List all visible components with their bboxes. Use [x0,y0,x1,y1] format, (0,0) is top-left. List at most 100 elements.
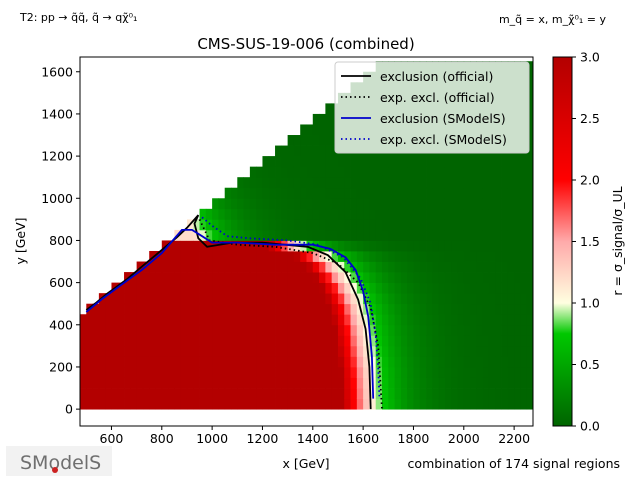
heatmap-cell [488,219,496,231]
heatmap-cell [356,219,364,231]
heatmap-cell [92,324,100,336]
heatmap-cell [438,293,446,305]
heatmap-cell [444,272,452,284]
heatmap-cell [344,219,351,231]
heatmap-cell [312,366,320,378]
heatmap-cell [287,398,295,410]
heatmap-cell [117,282,125,294]
heatmap-cell [243,388,251,399]
heatmap-cell [526,377,533,389]
heatmap-cell [451,335,458,347]
heatmap-cell [98,377,106,389]
heatmap-cell [319,113,326,125]
heatmap-cell [470,198,477,210]
heatmap-cell [407,293,414,305]
heatmap-cell [287,166,295,178]
heatmap-cell [488,261,496,273]
heatmap-cell [375,166,383,178]
heatmap-cell [400,208,408,220]
heatmap-cell [394,187,402,199]
heatmap-cell [174,282,182,294]
heatmap-cell [331,282,339,294]
heatmap-cell [482,208,490,220]
heatmap-cell [117,303,125,315]
heatmap-cell [331,356,339,368]
heatmap-cell [476,187,484,199]
heatmap-cell [482,314,490,326]
heatmap-cell [174,272,182,284]
heatmap-cell [419,219,427,231]
heatmap-cell [520,366,528,378]
heatmap-cell [463,198,471,210]
heatmap-cell [319,345,326,357]
heatmap-cell [407,324,414,336]
heatmap-cell [495,314,502,326]
heatmap-cell [117,366,125,378]
heatmap-cell [80,366,87,378]
heatmap-cell [350,388,358,399]
heatmap-cell [426,272,433,284]
heatmap-cell [482,156,490,168]
heatmap-cell [287,366,295,378]
heatmap-cell [199,345,207,357]
heatmap-cell [463,293,471,305]
heatmap-cell [275,177,282,189]
heatmap-cell [193,356,200,368]
heatmap-cell [457,261,465,273]
heatmap-cell [426,261,433,273]
heatmap-cell [356,261,364,273]
heatmap-cell [300,303,307,315]
heatmap-cell [457,324,465,336]
heatmap-cell [432,335,440,347]
heatmap-cell [337,219,345,231]
heatmap-cell [438,377,446,389]
heatmap-cell [426,240,433,252]
heatmap-cell [476,166,484,178]
heatmap-cell [86,345,93,357]
y-tick-label: 600 [49,275,73,290]
heatmap-cell [382,240,389,252]
heatmap-cell [256,356,263,368]
heatmap-cell [400,388,408,399]
heatmap-cell [501,166,509,178]
heatmap-cell [325,261,333,273]
heatmap-cell [325,124,333,136]
heatmap-cell [300,388,307,399]
heatmap-cell [218,261,226,273]
heatmap-cell [312,145,320,157]
heatmap-cell [369,219,377,231]
heatmap-cell [507,198,515,210]
heatmap-cell [306,187,314,199]
heatmap-cell [306,293,314,305]
heatmap-cell [293,229,301,241]
heatmap-cell [457,187,465,199]
heatmap-cell [451,293,458,305]
heatmap-cell [262,282,270,294]
heatmap-cell [407,219,414,231]
heatmap-cell [300,177,307,189]
heatmap-cell [432,229,440,241]
heatmap-cell [444,198,452,210]
heatmap-cell [306,366,314,378]
heatmap-cell [526,314,533,326]
heatmap-cell [243,314,251,326]
heatmap-cell [476,261,484,273]
heatmap-cell [249,229,257,241]
heatmap-cell [388,388,395,399]
heatmap-cell [501,398,509,410]
heatmap-cell [319,166,326,178]
heatmap-cell [124,282,131,294]
heatmap-cell [306,177,314,189]
heatmap-cell [287,377,295,389]
heatmap-cell [231,335,238,347]
y-tick-label: 0 [65,402,73,417]
heatmap-cell [281,198,289,210]
heatmap-cell [212,324,219,336]
heatmap-cell [312,377,320,389]
heatmap-cell [287,177,295,189]
heatmap-cell [237,398,244,410]
heatmap-cell [180,366,188,378]
heatmap-cell [300,356,307,368]
heatmap-cell [281,335,289,347]
